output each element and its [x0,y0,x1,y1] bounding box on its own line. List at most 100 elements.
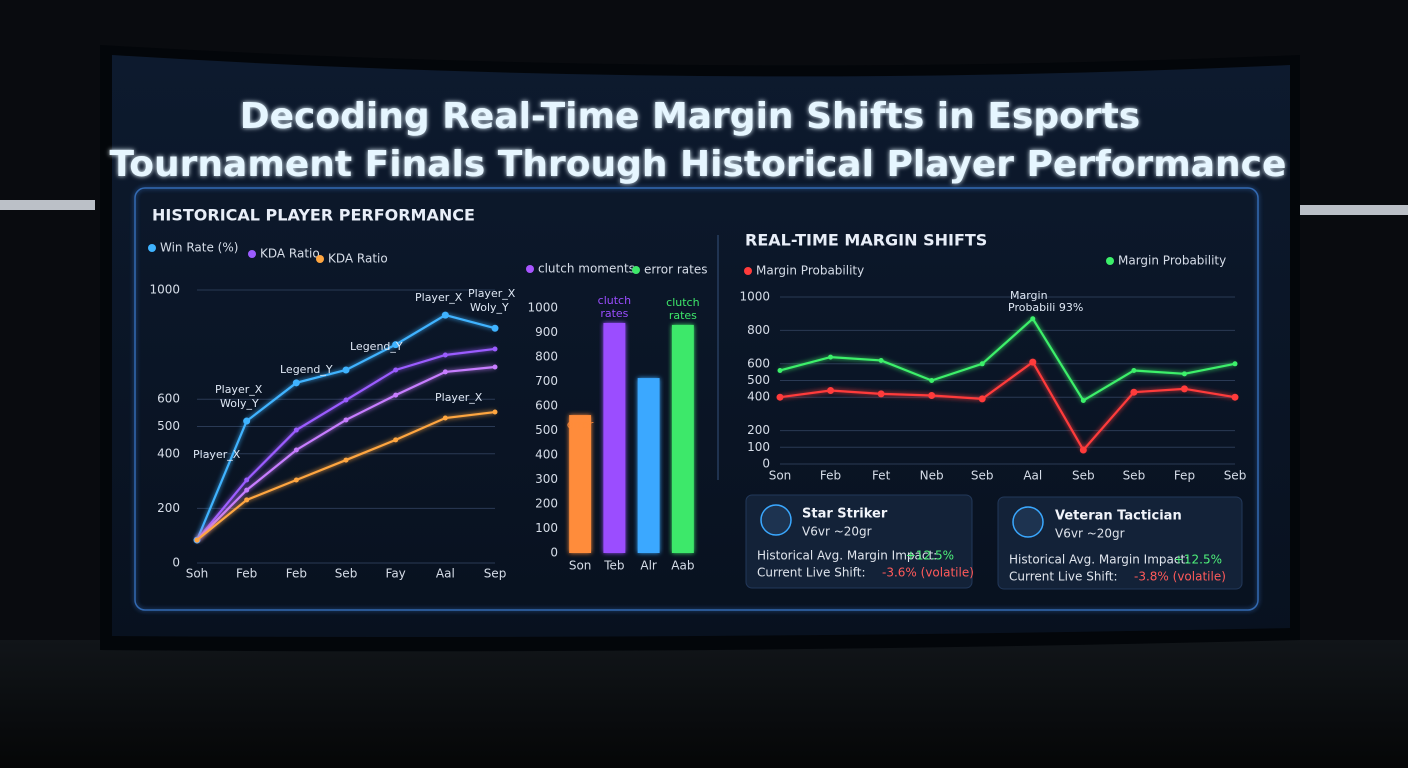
data-point [442,369,448,375]
data-point [343,417,349,423]
series-line [779,317,1236,403]
x-tick-label: Seb [1072,469,1095,483]
data-point [929,378,935,383]
data-point [292,379,300,387]
ceiling-light [0,200,95,210]
data-point [244,487,250,493]
data-point [293,447,299,453]
y-tick-label: 1000 [739,290,770,304]
impact-value: +12.5% [906,549,954,563]
data-point [979,361,985,367]
x-tick-label: Alr [640,559,657,573]
bar [569,415,592,553]
y-tick-label: 200 [157,501,180,515]
panel-title: REAL-TIME MARGIN SHIFTS [745,231,987,250]
data-point [293,477,299,483]
data-point [244,477,250,483]
data-point [928,392,936,400]
x-tick-label: Aal [1023,469,1042,483]
y-tick-label: 100 [535,521,558,535]
legend-swatch [744,267,752,275]
data-point [1180,385,1188,393]
legend-label: Margin Probability [1118,254,1226,268]
panel-frame [134,187,1259,611]
annotation: Legend_Y [280,363,333,376]
bar-label: rates [600,307,628,320]
x-tick-label: Fay [386,567,406,581]
x-tick-label: Son [769,469,792,483]
data-point [244,497,250,503]
main-title: Tournament Finals Through Historical Pla… [110,144,1287,185]
annotation: Player_X [193,448,241,461]
y-tick-label: 0 [550,546,558,560]
data-point [1131,367,1137,373]
y-tick-label: 400 [747,390,770,404]
legend-label: KDA Ratio [328,252,388,266]
y-tick-label: 400 [535,448,558,462]
player-card [745,494,973,589]
player-avatar [760,504,792,536]
data-point [393,437,399,443]
data-point [978,395,986,403]
impact-label: Historical Avg. Margin Impact: [1009,553,1189,567]
x-tick-label: Seb [1224,469,1247,483]
data-point [442,415,448,421]
data-point [393,392,399,398]
y-tick-label: 1000 [149,283,180,297]
player-name: Veteran Tactician [1055,509,1182,524]
y-tick-label: 600 [535,399,558,413]
data-point [243,417,251,425]
data-point [1029,358,1037,366]
data-point [393,367,399,373]
data-point [293,427,299,433]
y-tick-label: 500 [747,373,770,387]
player-avatar [1012,506,1044,538]
x-tick-label: Aab [671,559,694,573]
legend-label: error rates [644,263,708,277]
legend-label: Margin Probability [756,264,864,278]
legend-swatch [316,255,324,263]
x-tick-label: Teb [603,559,624,573]
legend-swatch [526,265,534,273]
bar [637,378,660,553]
data-point [1232,361,1238,367]
y-tick-label: 0 [762,457,770,471]
data-point [1030,316,1036,322]
data-point [492,409,498,415]
y-tick-label: 500 [157,419,180,433]
x-tick-label: Seb [971,469,994,483]
legend-swatch [632,266,640,274]
annotation: Probabili 93% [1008,301,1083,314]
main-title: Decoding Real-Time Margin Shifts in Espo… [240,96,1140,137]
y-tick-label: 700 [535,374,558,388]
y-tick-label: 200 [535,497,558,511]
x-tick-label: Seb [1123,469,1146,483]
annotation: Margin [1010,289,1048,302]
annotation: Woly_Y [470,301,509,314]
impact-value: +12.5% [1174,553,1222,567]
data-point [492,346,498,352]
bar-label: error [567,418,594,431]
annotation: Woly_Y [220,397,259,410]
data-point [828,354,834,360]
player-card [997,496,1243,590]
shift-label: Current Live Shift: [757,566,866,580]
data-point [827,387,835,395]
x-tick-label: Feb [286,567,307,581]
screen [112,55,1290,637]
x-tick-label: Neb [920,469,944,483]
data-point [878,357,884,363]
data-point [877,390,885,398]
y-tick-label: 800 [535,350,558,364]
y-tick-label: 200 [747,423,770,437]
shift-value: -3.8% (volatile) [1134,570,1226,584]
data-point [342,366,350,374]
legend-label: KDA Ratio [260,247,320,261]
legend-label: Win Rate (%) [160,241,238,255]
data-point [343,397,349,403]
bar-label: clutch [666,296,699,309]
data-point [194,537,200,543]
x-tick-label: Aal [436,567,455,581]
bar-label: rates [669,309,697,322]
data-point [776,393,784,401]
